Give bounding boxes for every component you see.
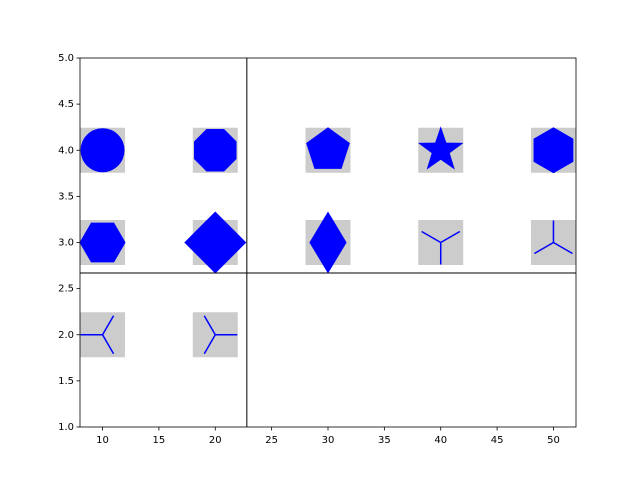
marker [80, 128, 125, 173]
marker [184, 211, 247, 274]
marker [553, 241, 573, 255]
marker [79, 222, 126, 263]
y-tick-label: 1.0 [58, 422, 74, 433]
x-tick-label: 45 [491, 435, 504, 446]
marker [101, 334, 115, 355]
point [417, 126, 464, 173]
marker [194, 129, 237, 172]
point [79, 220, 126, 265]
y-tick-label: 3.0 [58, 238, 74, 249]
point [80, 127, 126, 173]
marker [534, 241, 554, 255]
x-tick-label: 30 [322, 435, 335, 446]
marker [306, 127, 350, 169]
point [530, 220, 576, 265]
y-tick-label: 3.5 [58, 191, 74, 202]
point [192, 127, 238, 173]
marker [101, 315, 115, 336]
marker [533, 127, 574, 174]
marker [417, 126, 464, 170]
y-tick-label: 4.0 [58, 145, 74, 156]
y-tick-label: 5.0 [58, 53, 74, 64]
y-tick-label: 2.0 [58, 330, 74, 341]
x-tick-label: 20 [209, 435, 222, 446]
point [305, 127, 351, 173]
y-tick-label: 4.5 [58, 99, 74, 110]
x-tick-label: 40 [434, 435, 447, 446]
x-tick-label: 50 [547, 435, 560, 446]
marker [203, 315, 216, 336]
y-tick-label: 2.5 [58, 284, 74, 295]
marker [421, 230, 442, 244]
point [530, 127, 576, 174]
point [184, 211, 247, 274]
point [305, 211, 351, 274]
point [192, 312, 238, 358]
y-tick-label: 1.5 [58, 376, 74, 387]
x-tick-label: 25 [265, 435, 278, 446]
point [418, 220, 464, 265]
marker [203, 334, 216, 355]
point [80, 312, 126, 358]
x-tick-label: 10 [96, 435, 109, 446]
marker [309, 211, 347, 274]
x-tick-label: 35 [378, 435, 391, 446]
x-tick-label: 15 [153, 435, 166, 446]
plot-frame [79, 57, 577, 428]
marker [440, 230, 461, 244]
